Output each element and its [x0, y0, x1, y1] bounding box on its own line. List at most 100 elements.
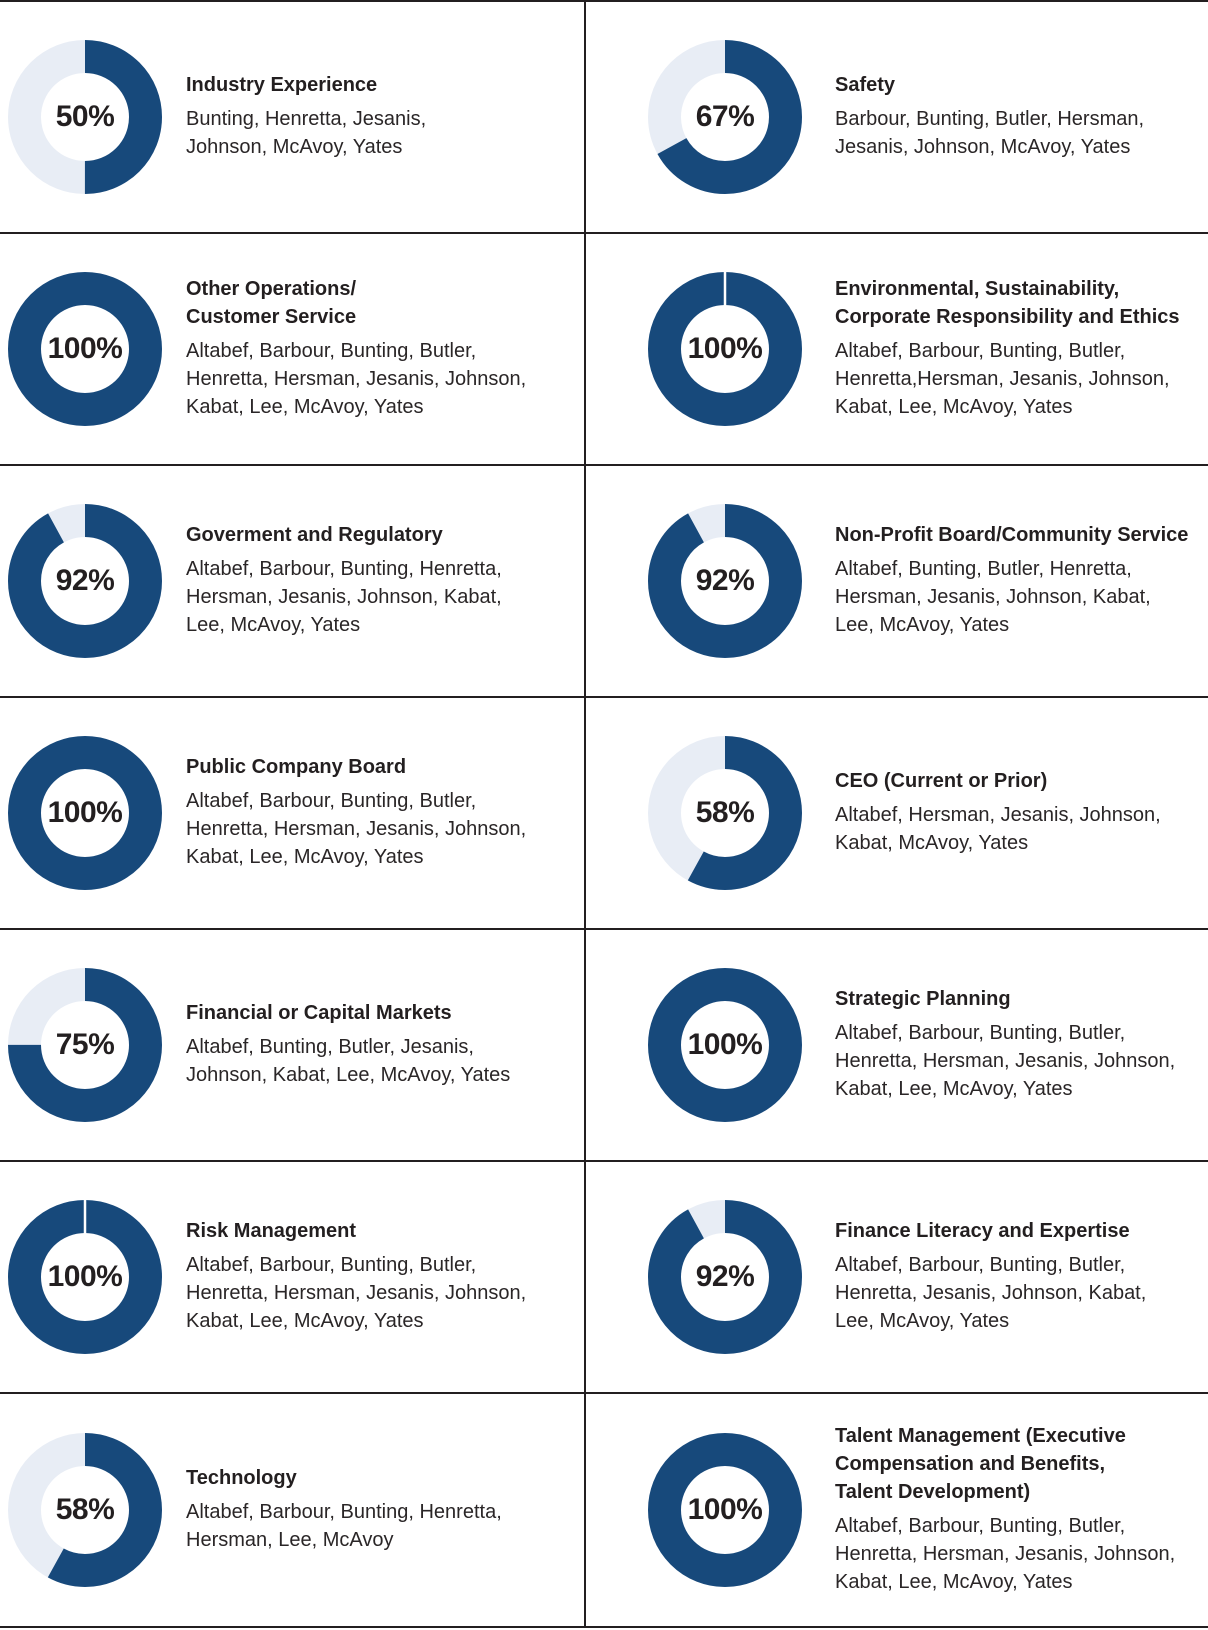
skill-title: Risk Management — [186, 1220, 357, 1242]
skill-members: Altabef, Bunting, Butler, Henretta, Hers… — [835, 558, 1151, 636]
donut-percentage-label: 50% — [55, 100, 115, 133]
skill-cell: 100% Environmental, Sustainability, Corp… — [586, 234, 1208, 466]
skill-title: Finance Literacy and Expertise — [835, 1220, 1130, 1242]
donut-svg — [648, 504, 802, 658]
donut-percentage-label: 58% — [695, 796, 755, 829]
skill-info: Financial or Capital Markets Altabef, Bu… — [186, 999, 510, 1091]
donut-chart: 100% — [8, 1200, 162, 1354]
donut-chart: 67% — [648, 40, 802, 194]
donut-percentage-label: 92% — [55, 564, 115, 597]
skill-cell: 100% Talent Management (Executive Compen… — [586, 1394, 1208, 1626]
skill-members: Altabef, Barbour, Bunting, Butler, Henre… — [835, 1022, 1176, 1100]
skill-info: Risk Management Altabef, Barbour, Buntin… — [186, 1217, 526, 1337]
donut-svg — [648, 1200, 802, 1354]
donut-percentage-label: 92% — [695, 1260, 755, 1293]
skill-members: Altabef, Bunting, Butler, Jesanis, Johns… — [186, 1036, 511, 1086]
skill-title: Strategic Planning — [835, 988, 1011, 1010]
donut-chart: 58% — [8, 1433, 162, 1587]
skill-info: Goverment and Regulatory Altabef, Barbou… — [186, 521, 502, 641]
skill-cell: 50% Industry Experience Bunting, Henrett… — [0, 2, 586, 234]
donut-value-arc — [648, 968, 802, 1122]
donut-percentage-label: 92% — [695, 564, 755, 597]
donut-svg — [8, 1433, 162, 1587]
donut-value-arc — [648, 736, 802, 890]
donut-svg — [8, 1200, 162, 1354]
donut-chart: 100% — [8, 272, 162, 426]
skill-info: Technology Altabef, Barbour, Bunting, He… — [186, 1464, 502, 1556]
donut-percentage-label: 100% — [47, 796, 123, 829]
donut-chart: 58% — [648, 736, 802, 890]
skill-cell: 100% Other Operations/ Customer Service … — [0, 234, 586, 466]
donut-percentage-label: 75% — [55, 1028, 115, 1061]
donut-percentage-label: 100% — [47, 332, 123, 365]
donut-percentage-label: 100% — [687, 1493, 763, 1526]
skill-members: Altabef, Barbour, Bunting, Butler, Henre… — [186, 1254, 527, 1332]
skill-cell: 58% CEO (Current or Prior) Altabef, Hers… — [586, 698, 1208, 930]
skill-info: Other Operations/ Customer Service Altab… — [186, 275, 526, 423]
skill-members: Bunting, Henretta, Jesanis, Johnson, McA… — [186, 108, 427, 158]
skill-title: Financial or Capital Markets — [186, 1002, 452, 1024]
skill-info: Industry Experience Bunting, Henretta, J… — [186, 71, 426, 163]
skill-cell: 92% Non-Profit Board/Community Service A… — [586, 466, 1208, 698]
skill-title: Non-Profit Board/Community Service — [835, 524, 1189, 546]
skill-info: Finance Literacy and Expertise Altabef, … — [835, 1217, 1146, 1337]
donut-chart: 100% — [648, 272, 802, 426]
donut-chart: 92% — [648, 504, 802, 658]
donut-svg — [8, 504, 162, 658]
skill-title: Environmental, Sustainability, Corporate… — [835, 278, 1180, 328]
donut-svg — [8, 968, 162, 1122]
skill-info: CEO (Current or Prior) Altabef, Hersman,… — [835, 767, 1161, 859]
skill-cell: 100% Strategic Planning Altabef, Barbour… — [586, 930, 1208, 1162]
donut-chart: 100% — [8, 736, 162, 890]
donut-chart: 50% — [8, 40, 162, 194]
donut-chart: 92% — [8, 504, 162, 658]
skill-title: Public Company Board — [186, 756, 407, 778]
skill-title: Goverment and Regulatory — [186, 524, 443, 546]
donut-percentage-label: 100% — [687, 332, 763, 365]
skill-info: Safety Barbour, Bunting, Butler, Hersman… — [835, 71, 1144, 163]
skill-members: Altabef, Barbour, Bunting, Butler, Henre… — [835, 340, 1170, 418]
donut-svg — [648, 968, 802, 1122]
donut-value-arc — [8, 272, 162, 426]
skill-title: Safety — [835, 74, 896, 96]
skill-members: Altabef, Hersman, Jesanis, Johnson, Kaba… — [835, 804, 1161, 854]
donut-chart: 100% — [648, 1433, 802, 1587]
skill-cell: 67% Safety Barbour, Bunting, Butler, Her… — [586, 2, 1208, 234]
skill-members: Altabef, Barbour, Bunting, Butler, Henre… — [835, 1254, 1147, 1332]
skill-info: Strategic Planning Altabef, Barbour, Bun… — [835, 985, 1175, 1105]
skill-cell: 92% Goverment and Regulatory Altabef, Ba… — [0, 466, 586, 698]
skill-members: Barbour, Bunting, Butler, Hersman, Jesan… — [835, 108, 1145, 158]
donut-value-arc — [648, 1433, 802, 1587]
donut-chart: 75% — [8, 968, 162, 1122]
skill-cell: 100% Risk Management Altabef, Barbour, B… — [0, 1162, 586, 1394]
donut-svg — [8, 272, 162, 426]
donut-value-arc — [648, 504, 802, 658]
donut-svg — [648, 40, 802, 194]
donut-value-arc — [8, 968, 162, 1122]
donut-value-arc — [648, 40, 802, 194]
donut-svg — [8, 736, 162, 890]
skill-cell: 75% Financial or Capital Markets Altabef… — [0, 930, 586, 1162]
donut-percentage-label: 100% — [47, 1260, 123, 1293]
donut-svg — [648, 1433, 802, 1587]
skill-title: Technology — [186, 1467, 297, 1489]
skill-members: Altabef, Barbour, Bunting, Butler, Henre… — [186, 340, 527, 418]
skill-cell: 100% Public Company Board Altabef, Barbo… — [0, 698, 586, 930]
skill-info: Non-Profit Board/Community Service Altab… — [835, 521, 1188, 641]
donut-value-arc — [8, 504, 162, 658]
skill-members: Altabef, Barbour, Bunting, Butler, Henre… — [835, 1515, 1176, 1593]
skill-cell: 92% Finance Literacy and Expertise Altab… — [586, 1162, 1208, 1394]
donut-svg — [648, 736, 802, 890]
donut-svg — [8, 40, 162, 194]
skill-members: Altabef, Barbour, Bunting, Butler, Henre… — [186, 790, 527, 868]
skill-info: Talent Management (Executive Compensatio… — [835, 1422, 1175, 1598]
skill-info: Environmental, Sustainability, Corporate… — [835, 275, 1180, 423]
skill-title: Industry Experience — [186, 74, 378, 96]
donut-percentage-label: 58% — [55, 1493, 115, 1526]
skill-cell: 58% Technology Altabef, Barbour, Bunting… — [0, 1394, 586, 1626]
skill-members: Altabef, Barbour, Bunting, Henretta, Her… — [186, 558, 502, 636]
donut-svg — [648, 272, 802, 426]
skill-info: Public Company Board Altabef, Barbour, B… — [186, 753, 526, 873]
skill-title: Talent Management (Executive Compensatio… — [835, 1425, 1126, 1503]
